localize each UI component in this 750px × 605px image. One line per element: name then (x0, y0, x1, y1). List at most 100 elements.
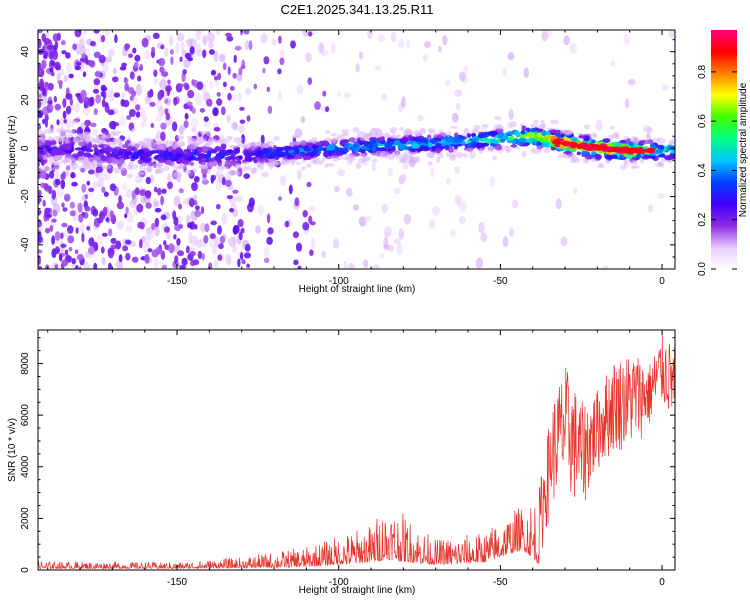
heatmap-cell (417, 115, 424, 122)
heatmap-cell (267, 105, 273, 115)
heatmap-cell (49, 224, 54, 232)
heatmap-cell (63, 193, 71, 202)
heatmap-cell (453, 136, 460, 142)
heatmap-cell (159, 154, 167, 158)
heatmap-cell (667, 145, 672, 151)
heatmap-cell (68, 246, 73, 252)
heatmap-cell (124, 213, 128, 219)
heatmap-cell (543, 136, 548, 142)
colorbar-tick-label: 0.0 (697, 262, 708, 276)
heatmap-cell (478, 221, 485, 234)
heatmap-cell (237, 137, 243, 142)
heatmap-cell (187, 144, 196, 150)
heatmap-cell (234, 45, 242, 51)
heatmap-cell (184, 84, 190, 91)
heatmap-cell (391, 145, 396, 152)
heatmap-cell (240, 252, 244, 261)
heatmap-cell (177, 33, 185, 42)
heatmap-cell (95, 94, 101, 104)
heatmap-cell (56, 119, 60, 126)
heatmap-cell (244, 152, 248, 157)
heatmap-cell (76, 61, 82, 66)
heatmap-cell (302, 30, 310, 37)
heatmap-cell (136, 203, 144, 213)
heatmap-cell (195, 239, 203, 249)
heatmap-cell (91, 144, 98, 149)
heatmap-cell (192, 168, 198, 173)
heatmap-cell (153, 76, 159, 85)
snr-ylabel: SNR (10 * v/v) (7, 418, 18, 482)
heatmap-cell (213, 127, 221, 132)
heatmap-cell (400, 136, 409, 143)
heatmap-cell (144, 190, 152, 199)
heatmap-cell (76, 253, 84, 261)
heatmap-cell (200, 161, 207, 166)
heatmap-cell (381, 203, 388, 213)
heatmap-cell (321, 157, 327, 163)
heatmap-cell (199, 108, 206, 113)
heatmap-cell (400, 157, 407, 161)
heatmap-cell (65, 52, 71, 59)
heatmap-cell (54, 264, 59, 269)
heatmap-cell (330, 133, 337, 137)
heatmap-cell (104, 102, 109, 108)
heatmap-cell (175, 148, 184, 154)
heatmap-cell (78, 165, 87, 172)
heatmap-cell (574, 143, 581, 147)
heatmap-cell (108, 48, 115, 58)
heatmap-cell (268, 153, 276, 159)
heatmap-cell (389, 126, 398, 132)
heatmap-cell (219, 138, 229, 145)
heatmap-cell (384, 226, 392, 238)
heatmap-cell (74, 102, 80, 114)
heatmap-cell (54, 231, 61, 241)
heatmap-cell (512, 199, 519, 209)
heatmap-cell (114, 170, 121, 174)
heatmap-cell (44, 118, 49, 128)
heatmap-cell (115, 240, 122, 250)
heatmap-cell (128, 109, 136, 117)
heatmap-cell (255, 225, 261, 234)
heatmap-cell (244, 40, 249, 51)
heatmap-cell (528, 137, 533, 145)
heatmap-cell (237, 219, 244, 228)
y-tick-label: 8000 (20, 352, 31, 375)
heatmap-cell (444, 144, 450, 151)
heatmap-cell (90, 122, 97, 128)
heatmap-cell (38, 255, 41, 265)
heatmap-cell (311, 137, 318, 142)
heatmap-cell (216, 204, 221, 210)
heatmap-cell (331, 42, 336, 54)
heatmap-cell (655, 149, 664, 154)
heatmap-cell (157, 143, 165, 151)
heatmap-cell (312, 157, 321, 162)
heatmap-cell (112, 67, 117, 75)
heatmap-cell (160, 131, 166, 142)
heatmap-cell (633, 143, 639, 148)
heatmap-cell (42, 199, 46, 207)
heatmap-cell (173, 234, 177, 240)
heatmap-cell (140, 196, 147, 204)
heatmap-cell (187, 222, 193, 229)
heatmap-cell (279, 49, 286, 60)
heatmap-cell (154, 217, 160, 228)
heatmap-cell (75, 147, 83, 151)
heatmap-cell (140, 121, 146, 128)
heatmap-cell (185, 245, 190, 254)
heatmap-cell (200, 222, 206, 233)
heatmap-cell (108, 89, 115, 102)
heatmap-cell (295, 161, 301, 165)
heatmap-cell (41, 87, 47, 96)
heatmap-cell (470, 132, 477, 137)
heatmap-cell (54, 61, 61, 70)
heatmap-cell (213, 260, 219, 269)
heatmap-cell (123, 151, 132, 157)
heatmap-cell (243, 30, 250, 35)
heatmap-cell (471, 129, 480, 133)
heatmap-cell (150, 123, 155, 128)
heatmap-cell (163, 240, 167, 246)
heatmap-cell (38, 209, 42, 216)
heatmap-cell (129, 95, 134, 101)
heatmap-cell (41, 59, 47, 69)
